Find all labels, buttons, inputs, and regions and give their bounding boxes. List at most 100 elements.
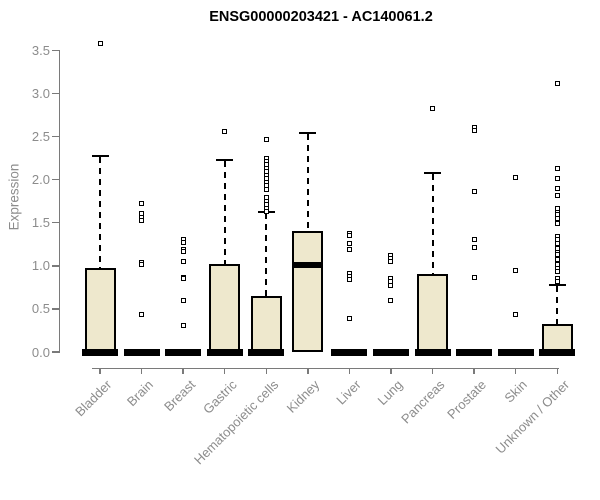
x-axis-tick xyxy=(473,367,475,374)
whisker-line xyxy=(99,157,101,268)
median-line xyxy=(414,348,451,356)
box-iqr xyxy=(541,324,573,352)
box-iqr xyxy=(84,267,116,352)
y-axis-tick xyxy=(52,178,59,181)
whisker-line xyxy=(223,160,226,265)
whisker-cap xyxy=(299,132,317,135)
outlier-point xyxy=(554,240,560,246)
outlier-point xyxy=(388,258,394,264)
whisker-line xyxy=(431,173,434,275)
x-axis-tick xyxy=(140,367,143,374)
y-tick-label: 0.0 xyxy=(31,344,50,360)
y-axis-tick xyxy=(52,92,59,95)
y-tick-label: 0.5 xyxy=(31,301,50,317)
x-axis-tick xyxy=(265,367,268,374)
x-axis-tick xyxy=(431,367,434,374)
median-line xyxy=(165,348,202,356)
x-axis-tick xyxy=(348,367,351,374)
outlier-point xyxy=(139,217,145,223)
y-tick-label: 2.5 xyxy=(31,129,50,144)
outlier-point xyxy=(554,215,560,221)
outlier-point xyxy=(554,269,560,275)
outlier-point xyxy=(180,276,186,282)
outlier-point xyxy=(346,233,352,239)
whisker-cap xyxy=(91,155,109,158)
whisker-cap xyxy=(548,283,566,286)
median-line xyxy=(331,348,368,356)
box-iqr xyxy=(250,295,282,352)
outlier-point xyxy=(180,240,186,246)
outlier-point xyxy=(346,277,352,283)
x-tick-label: Skin xyxy=(501,377,531,406)
whisker-cap xyxy=(216,158,234,161)
median-line xyxy=(539,348,576,356)
outlier-point xyxy=(554,221,560,227)
outlier-point xyxy=(222,128,228,134)
x-axis-tick xyxy=(556,367,559,374)
whisker-line xyxy=(265,213,268,296)
y-axis-tick xyxy=(52,49,59,52)
whisker-cap xyxy=(424,171,442,174)
outlier-point xyxy=(388,297,394,303)
outlier-point xyxy=(139,261,145,267)
outlier-point xyxy=(554,252,560,258)
chart-title: ENSG00000203421 - AC140061.2 xyxy=(209,9,433,25)
outlier-point xyxy=(346,240,352,246)
x-tick-label: Bladder xyxy=(72,377,115,420)
y-axis-tick xyxy=(52,265,59,267)
y-axis-line xyxy=(58,50,60,354)
y-axis-tick xyxy=(52,351,59,353)
outlier-point xyxy=(513,174,519,180)
x-tick-label: Kidney xyxy=(283,377,323,416)
x-tick-label: Brain xyxy=(124,377,157,410)
box-iqr xyxy=(292,231,324,352)
outlier-point xyxy=(388,283,394,289)
outlier-point xyxy=(554,165,560,171)
outlier-point xyxy=(554,176,560,182)
outlier-point xyxy=(139,312,145,318)
outlier-point xyxy=(346,315,352,321)
x-axis-tick xyxy=(307,367,309,374)
outlier-point xyxy=(513,267,519,273)
whisker-line xyxy=(556,285,559,325)
outlier-point xyxy=(471,189,477,195)
x-tick-label: Prostate xyxy=(443,377,489,422)
y-axis-tick xyxy=(52,308,59,310)
x-tick-label: Pancreas xyxy=(397,377,448,427)
outlier-point xyxy=(97,40,103,46)
x-tick-label: Gastric xyxy=(199,377,240,417)
x-tick-label: Breast xyxy=(160,377,198,415)
outlier-point xyxy=(263,208,269,214)
median-line xyxy=(372,348,409,356)
outlier-point xyxy=(180,248,186,254)
outlier-point xyxy=(263,187,269,193)
outlier-point xyxy=(471,127,477,133)
median-line xyxy=(497,348,534,356)
x-tick-label: Liver xyxy=(333,377,365,408)
x-tick-label: Unknown / Other xyxy=(492,377,572,457)
median-line xyxy=(206,348,243,356)
box-iqr xyxy=(417,274,449,352)
x-axis-line xyxy=(92,367,560,369)
y-tick-label: 3.0 xyxy=(31,85,50,101)
x-axis-tick xyxy=(514,367,517,374)
outlier-point xyxy=(471,236,477,242)
x-axis-tick xyxy=(223,367,226,374)
median-line xyxy=(82,348,118,356)
outlier-point xyxy=(554,192,560,198)
outlier-point xyxy=(554,257,560,263)
x-axis-tick xyxy=(390,367,392,374)
y-tick-label: 1.0 xyxy=(31,258,50,274)
box-iqr xyxy=(209,264,241,352)
median-line xyxy=(294,261,322,268)
median-line xyxy=(456,348,493,356)
outlier-point xyxy=(554,81,560,87)
outlier-point xyxy=(139,201,145,207)
y-tick-label: 3.5 xyxy=(31,42,50,58)
x-tick-label: Lung xyxy=(374,377,406,409)
outlier-point xyxy=(471,245,477,251)
outlier-point xyxy=(554,278,560,284)
outlier-point xyxy=(346,246,352,252)
